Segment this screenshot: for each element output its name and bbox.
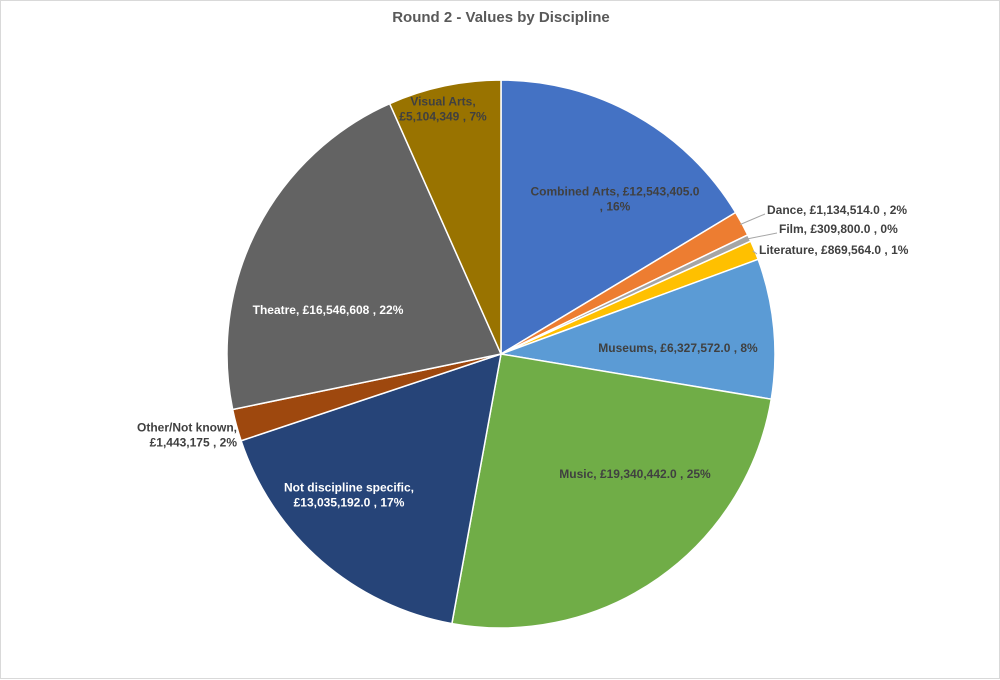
data-label-line: Not discipline specific,	[284, 481, 414, 495]
data-label-not-discipline-specific: Not discipline specific, £13,035,192.0 , …	[284, 481, 414, 510]
data-label-museums: Museums, £6,327,572.0 , 8%	[598, 341, 758, 355]
data-label-line: Visual Arts,	[410, 95, 475, 109]
pie-slice-combined-arts	[500, 79, 737, 356]
pie-slice-visual-arts	[388, 79, 502, 355]
data-labels-layer: Combined Arts, £12,543,405.0, 16% Dance, …	[137, 95, 909, 510]
leader-line-film	[747, 232, 778, 240]
slices-layer	[226, 79, 776, 629]
data-label-line: Other/Not known,	[137, 421, 237, 435]
data-label-combined-arts: Combined Arts, £12,543,405.0, 16%	[531, 185, 700, 214]
data-label-line: , 16%	[600, 200, 631, 214]
leader-lines-layer	[740, 213, 778, 255]
data-label-line: Museums, £6,327,572.0 , 8%	[598, 341, 758, 355]
data-label-line: £13,035,192.0 , 17%	[294, 496, 405, 510]
data-label-literature: Literature, £869,564.0 , 1%	[759, 243, 909, 257]
data-label-line: Music, £19,340,442.0 , 25%	[559, 467, 711, 481]
data-label-line: £1,443,175 , 2%	[150, 436, 238, 450]
data-label-line: Film, £309,800.0 , 0%	[779, 222, 898, 236]
data-label-visual-arts: Visual Arts, £5,104,349 , 7%	[399, 95, 487, 124]
data-label-theatre: Theatre, £16,546,608 , 22%	[253, 303, 404, 317]
pie-slice-music	[451, 353, 773, 629]
data-label-line: Dance, £1,134,514.0 , 2%	[767, 203, 907, 217]
pie-slice-museums	[498, 258, 776, 401]
leader-line-literature	[752, 250, 758, 255]
data-label-line: Combined Arts, £12,543,405.0	[531, 185, 700, 199]
data-label-line: £5,104,349 , 7%	[399, 110, 487, 124]
data-label-dance: Dance, £1,134,514.0 , 2%	[767, 203, 907, 217]
pie-slice-not-discipline-specific	[240, 352, 502, 625]
data-label-other-not-known: Other/Not known, £1,443,175 , 2%	[137, 421, 237, 450]
data-label-film: Film, £309,800.0 , 0%	[779, 222, 898, 236]
pie-slice-theatre	[226, 102, 503, 411]
leader-line-dance	[740, 213, 766, 225]
data-label-line: Theatre, £16,546,608 , 22%	[253, 303, 404, 317]
chart-title: Round 2 - Values by Discipline	[392, 9, 610, 26]
data-label-music: Music, £19,340,442.0 , 25%	[559, 467, 711, 481]
data-label-line: Literature, £869,564.0 , 1%	[759, 243, 909, 257]
